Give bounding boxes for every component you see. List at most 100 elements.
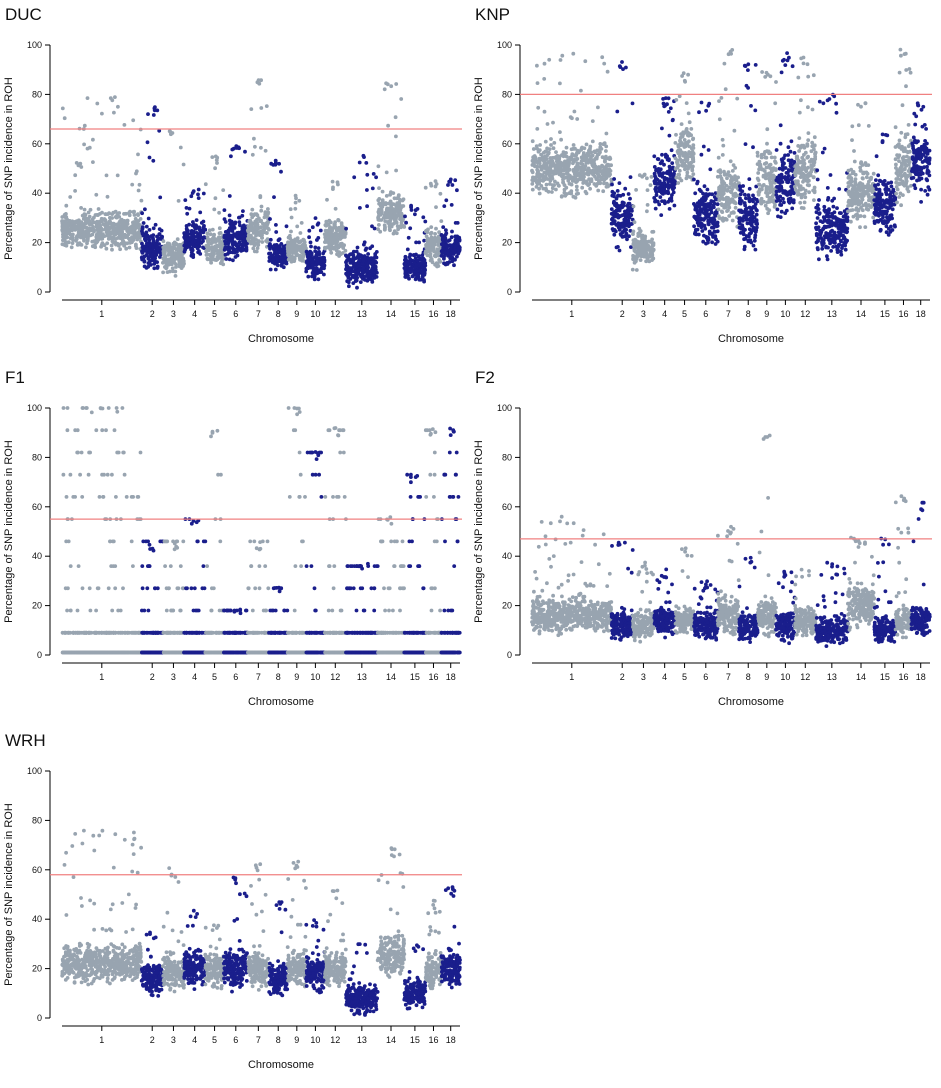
data-point	[803, 195, 808, 200]
data-point	[252, 226, 257, 231]
data-point	[590, 119, 595, 123]
data-point	[403, 271, 408, 276]
data-point	[141, 221, 146, 225]
data-point	[697, 199, 702, 204]
data-point	[581, 178, 586, 182]
data-point	[395, 224, 400, 229]
data-point	[608, 156, 612, 161]
data-point	[82, 207, 87, 212]
data-point	[326, 222, 331, 227]
data-point	[239, 249, 244, 253]
data-point	[221, 188, 226, 193]
data-point	[428, 255, 433, 259]
data-point	[144, 230, 149, 235]
data-point	[79, 224, 84, 229]
data-point	[670, 193, 674, 197]
peak-point	[234, 144, 239, 149]
data-point	[752, 238, 757, 243]
data-point	[592, 182, 597, 186]
data-point	[666, 182, 671, 187]
data-point	[142, 264, 147, 269]
data-point	[145, 140, 150, 145]
y-tick-label: 20	[32, 238, 42, 248]
data-point	[652, 171, 657, 176]
data-point	[612, 232, 617, 237]
data-point	[715, 174, 720, 179]
data-point	[423, 219, 428, 224]
data-point	[631, 204, 636, 209]
data-point	[186, 228, 190, 233]
data-point	[321, 251, 326, 256]
data-point	[756, 171, 761, 175]
data-point	[207, 228, 212, 233]
data-point	[377, 186, 381, 191]
data-point	[538, 164, 543, 169]
data-point	[767, 197, 772, 202]
data-point	[744, 234, 749, 238]
data-point	[137, 182, 142, 187]
data-point	[682, 162, 686, 166]
data-point	[227, 250, 231, 255]
data-point	[196, 192, 200, 197]
data-point	[116, 243, 121, 248]
data-point	[249, 241, 253, 246]
data-point	[724, 217, 729, 222]
data-point	[223, 239, 227, 244]
data-point	[682, 145, 687, 149]
data-point	[789, 177, 793, 182]
data-point	[433, 232, 437, 236]
data-point	[703, 226, 708, 231]
data-point	[586, 166, 591, 171]
data-point	[780, 159, 785, 164]
data-point	[147, 228, 152, 232]
data-point	[677, 176, 682, 181]
data-point	[702, 184, 707, 189]
data-point	[223, 245, 228, 250]
data-point	[424, 234, 429, 239]
data-point	[231, 258, 235, 263]
data-point	[313, 245, 318, 250]
data-point	[61, 235, 65, 239]
data-point	[601, 142, 606, 147]
data-point	[132, 213, 137, 217]
data-point	[147, 250, 152, 255]
data-point	[583, 189, 588, 194]
data-point	[184, 224, 189, 228]
data-point	[575, 117, 580, 121]
data-point	[694, 206, 699, 211]
data-point	[268, 246, 272, 251]
data-point	[446, 249, 451, 253]
data-point	[610, 221, 614, 226]
data-point	[399, 97, 404, 101]
data-point	[585, 157, 589, 161]
data-point	[730, 169, 735, 173]
data-point	[393, 214, 397, 219]
data-point	[542, 109, 547, 114]
data-point	[231, 242, 235, 247]
data-point	[134, 242, 138, 247]
data-point	[355, 245, 360, 250]
data-point	[625, 203, 630, 208]
data-point	[786, 153, 790, 157]
data-point	[429, 237, 433, 241]
data-point	[684, 176, 689, 181]
data-point	[740, 225, 745, 230]
data-point	[546, 151, 551, 156]
data-point	[594, 167, 598, 172]
data-point	[586, 169, 591, 174]
chromosome-points	[322, 179, 348, 258]
data-point	[384, 170, 389, 175]
data-point	[333, 245, 337, 250]
data-point	[73, 220, 78, 225]
peak-point	[448, 180, 452, 184]
data-point	[279, 169, 283, 174]
x-tick-label: 8	[276, 309, 281, 319]
data-point	[580, 168, 584, 173]
data-point	[262, 215, 267, 220]
data-point	[621, 203, 626, 208]
data-point	[630, 101, 635, 106]
data-point	[414, 240, 418, 245]
data-point	[157, 232, 162, 237]
data-point	[218, 248, 222, 253]
peak-point	[335, 180, 340, 185]
